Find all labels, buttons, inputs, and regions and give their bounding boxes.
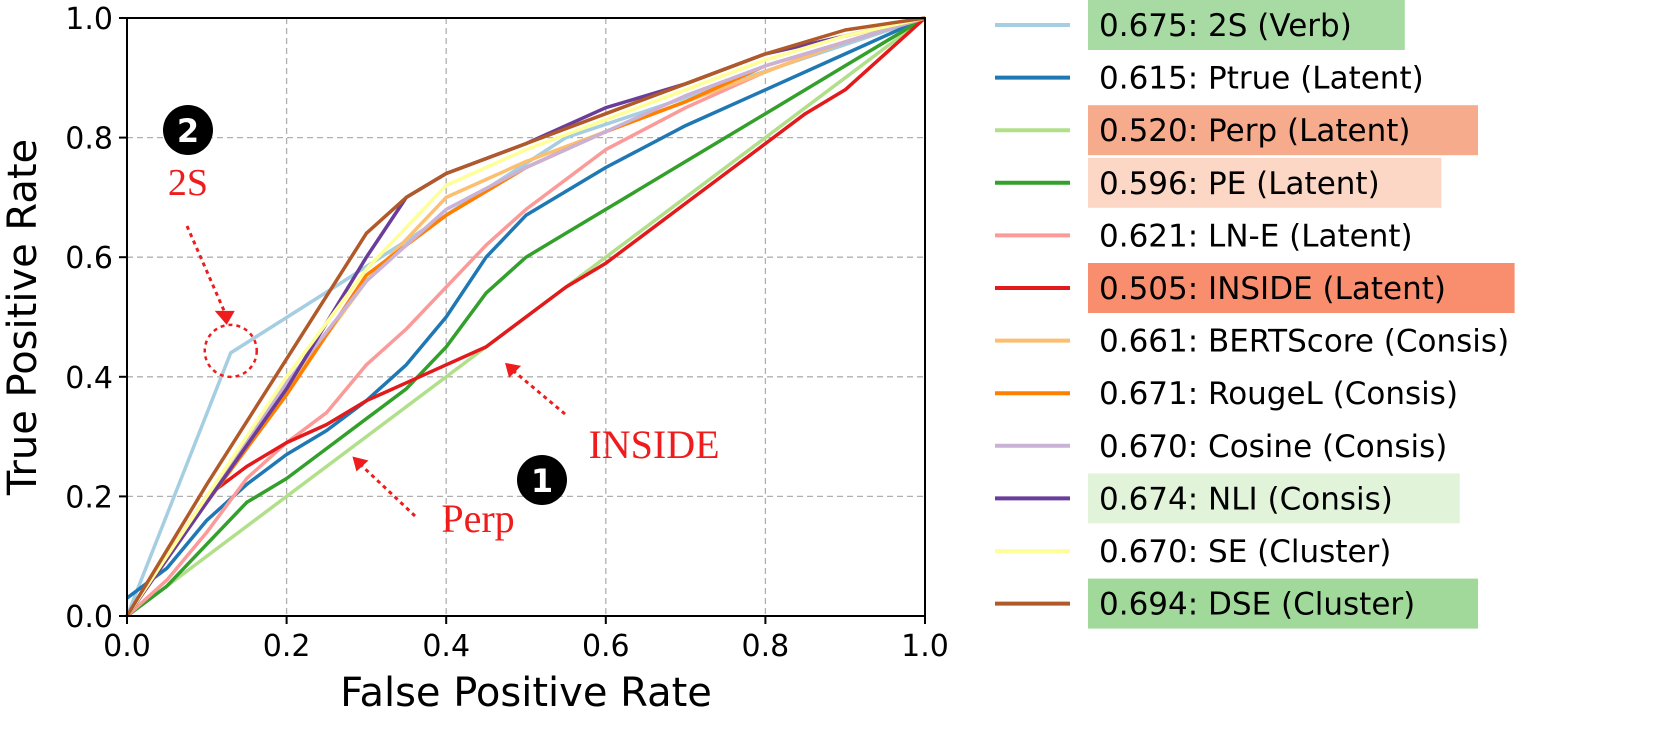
legend-label: 0.621: LN-E (Latent) [1099, 218, 1413, 254]
series-line-1 [125, 16, 926, 600]
tick-labels: 0.0 0.2 0.4 0.6 0.8 1.0 0.0 0.2 0.4 0.6 0.8 1.0 [65, 2, 949, 664]
legend: 0.675: 2S (Verb) 0.615: Ptrue (Latent) 0.5… [995, 0, 1515, 629]
series-line-10 [125, 16, 926, 617]
series-line-0 [125, 16, 926, 617]
marker-2-disc [163, 105, 213, 155]
annotations: 2 2S 1 INSIDE Perp [163, 105, 720, 541]
y-axis-label: True Positive Rate [0, 139, 46, 496]
x-tick-label: 0.2 [263, 629, 311, 664]
annotation-2s-arrowhead [214, 310, 235, 325]
series-line-2 [125, 16, 927, 618]
plot-frame [126, 17, 926, 617]
series-line-4 [125, 16, 926, 618]
legend-label: 0.661: BERTScore (Consis) [1099, 324, 1509, 360]
annotation-inside-arrowhead [505, 362, 522, 378]
y-tick-label: 0.0 [65, 600, 113, 635]
series-line-5 [125, 16, 927, 617]
legend-highlight [1088, 105, 1478, 156]
x-tick-label: 0.0 [103, 629, 151, 664]
annotation-2s-arrow [185, 225, 229, 318]
legend-label: 0.520: Perp (Latent) [1099, 113, 1410, 149]
marker-1-number: 1 [531, 462, 553, 500]
legend-label: 0.596: PE (Latent) [1099, 166, 1380, 202]
legend-label: 0.615: Ptrue (Latent) [1099, 61, 1424, 97]
y-tick-label: 1.0 [65, 2, 113, 37]
x-axis-label: False Positive Rate [340, 670, 712, 716]
x-tick-label: 1.0 [901, 629, 949, 664]
y-tick-label: 0.8 [65, 122, 113, 157]
legend-highlight [1088, 473, 1460, 524]
annotation-inside-label: INSIDE [588, 422, 719, 467]
y-tick-label: 0.4 [65, 361, 113, 396]
annotation-perp-label: Perp [441, 496, 514, 541]
legend-highlight [1088, 578, 1478, 629]
annotation-inside-arrow [510, 367, 566, 416]
x-tick-label: 0.8 [742, 629, 790, 664]
y-tick-label: 0.6 [65, 241, 113, 276]
annotation-2s-circle [203, 323, 258, 379]
legend-label: 0.670: Cosine (Consis) [1099, 429, 1447, 465]
series-line-3 [125, 16, 926, 618]
annotation-perp-arrow [357, 461, 417, 518]
x-tick-label: 0.6 [582, 629, 630, 664]
legend-highlight [1088, 0, 1405, 50]
axes [126, 17, 926, 617]
legend-label: 0.674: NLI (Consis) [1099, 481, 1393, 517]
series-line-8 [125, 16, 926, 617]
annotation-perp-arrowhead [352, 456, 369, 472]
legend-highlight [1088, 263, 1515, 313]
marker-1-disc [517, 455, 567, 505]
x-tick-label: 0.4 [422, 629, 470, 664]
legend-highlight [1088, 157, 1442, 208]
legend-label: 0.671: RougeL (Consis) [1099, 376, 1458, 412]
annotation-2s-label: 2S [168, 162, 208, 204]
legend-label: 0.670: SE (Cluster) [1099, 534, 1391, 570]
y-tick-label: 0.2 [65, 480, 113, 515]
legend-label: 0.675: 2S (Verb) [1099, 8, 1352, 44]
marker-2-number: 2 [177, 112, 199, 150]
legend-label: 0.694: DSE (Cluster) [1099, 587, 1415, 623]
legend-label: 0.505: INSIDE (Latent) [1099, 271, 1446, 307]
roc-curves [125, 16, 927, 618]
series-line-11 [125, 16, 926, 617]
